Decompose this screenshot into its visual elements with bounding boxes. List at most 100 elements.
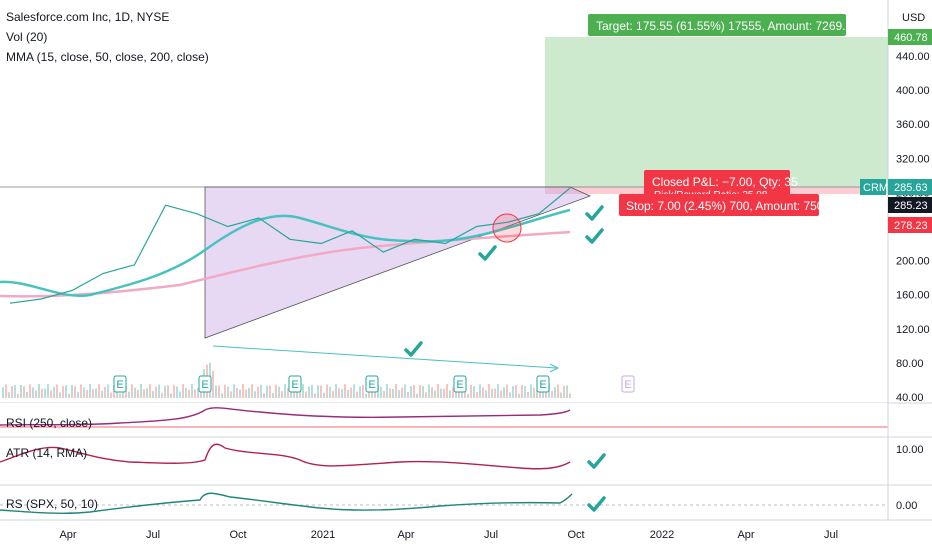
ticker-text: CRM [863, 182, 888, 194]
volume-bar [167, 385, 169, 398]
entry-price-text: 285.23 [894, 200, 928, 212]
volume-bar [542, 389, 544, 398]
volume-bar [359, 386, 361, 398]
volume-bar [437, 384, 439, 398]
volume-bar [161, 392, 163, 398]
atr-label: ATR (14, RMA) [6, 446, 87, 460]
stop-box[interactable] [619, 194, 819, 216]
volume-bar [311, 384, 313, 398]
volume-bar [443, 388, 445, 398]
volume-bar [119, 393, 121, 398]
volume-bar [449, 390, 451, 398]
volume-bar [425, 392, 427, 398]
time-tick-label: Jul [484, 529, 498, 541]
volume-bar [467, 393, 469, 398]
volume-bar [365, 393, 367, 398]
price-tick-label: 160.00 [896, 290, 930, 302]
volume-bar [95, 388, 97, 398]
volume-trend-line [212, 345, 557, 369]
earnings-marker-label: E [116, 379, 123, 391]
volume-bar [239, 389, 241, 398]
breakout-circle [492, 213, 522, 243]
volume-bar [170, 393, 172, 398]
earnings-marker[interactable] [621, 375, 635, 393]
volume-bar [551, 390, 553, 398]
volume-bar [401, 387, 403, 398]
ma50-line [0, 208, 571, 298]
volume-bar [44, 388, 46, 398]
volume-bar [524, 386, 526, 398]
closed-pnl-box[interactable] [644, 170, 790, 196]
volume-bar [50, 390, 52, 398]
time-tick-label: Oct [229, 529, 246, 541]
earnings-marker[interactable] [113, 375, 127, 393]
earnings-marker[interactable] [198, 375, 212, 393]
volume-bar [20, 385, 22, 398]
volume-bar [350, 387, 352, 398]
price-tick-label: 320.00 [896, 153, 930, 165]
volume-bar [149, 384, 151, 398]
entry-price-tag [888, 197, 932, 213]
earnings-marker-label: E [539, 379, 546, 391]
volume-bar [257, 386, 259, 398]
volume-bar [440, 388, 442, 398]
volume-bar [2, 387, 4, 398]
volume-bar [251, 384, 253, 398]
volume-bar [392, 388, 394, 398]
earnings-marker[interactable] [453, 375, 467, 393]
volume-bar [245, 389, 247, 398]
rsi-label: RSI (250, close) [6, 416, 92, 430]
stop-price-text: 278.23 [894, 220, 928, 232]
volume-bar [155, 386, 157, 398]
volume-bar [212, 371, 214, 398]
volume-bar [494, 388, 496, 398]
rsi-line [0, 407, 571, 426]
volume-bar [194, 389, 196, 398]
volume-bar [98, 384, 100, 398]
volume-bar [398, 390, 400, 398]
legend-mma: MMA (15, close, 50, close, 200, close) [6, 50, 209, 64]
volume-bar [476, 392, 478, 398]
volume-bar [23, 386, 25, 398]
volume-bar [11, 385, 13, 398]
volume-bar [362, 384, 364, 398]
volume-bar [29, 384, 31, 398]
earnings-marker[interactable] [288, 375, 302, 393]
volume-bar [173, 384, 175, 398]
volume-bar [521, 384, 523, 398]
volume-bar [101, 390, 103, 398]
volume-bar [248, 387, 250, 398]
volume-bar [269, 385, 271, 398]
volume-bar [17, 393, 19, 398]
volume-bar [215, 385, 217, 398]
time-tick-label: Apr [737, 529, 754, 541]
rsi-pane[interactable] [0, 403, 888, 436]
volume-bar [236, 387, 238, 398]
volume-bar [104, 386, 106, 398]
volume-bar [479, 384, 481, 398]
atr-tick: 10.00 [896, 444, 924, 456]
volume-bar [92, 389, 94, 398]
volume-bar [509, 392, 511, 398]
price-tick-label: 400.00 [896, 85, 930, 97]
volume-bar [404, 384, 406, 398]
time-axis[interactable]: Apr Jul Oct 2021 Apr Jul Oct 2022 Apr Jul [59, 529, 838, 541]
atr-line [0, 443, 571, 470]
volume-bar [113, 385, 115, 398]
volume-bar [452, 387, 454, 398]
volume-bar [272, 392, 274, 398]
volume-bar [275, 384, 277, 398]
volume-bar [299, 387, 301, 398]
volume-bar [305, 391, 307, 398]
target-box[interactable] [588, 14, 846, 36]
check-icon [587, 453, 606, 469]
earnings-marker[interactable] [365, 375, 379, 393]
volume-bar [242, 384, 244, 398]
volume-bar [128, 391, 130, 398]
earnings-marker-label: E [201, 379, 208, 391]
volume-bar [326, 384, 328, 398]
earnings-marker[interactable] [536, 375, 550, 393]
volume-bar [416, 393, 418, 398]
